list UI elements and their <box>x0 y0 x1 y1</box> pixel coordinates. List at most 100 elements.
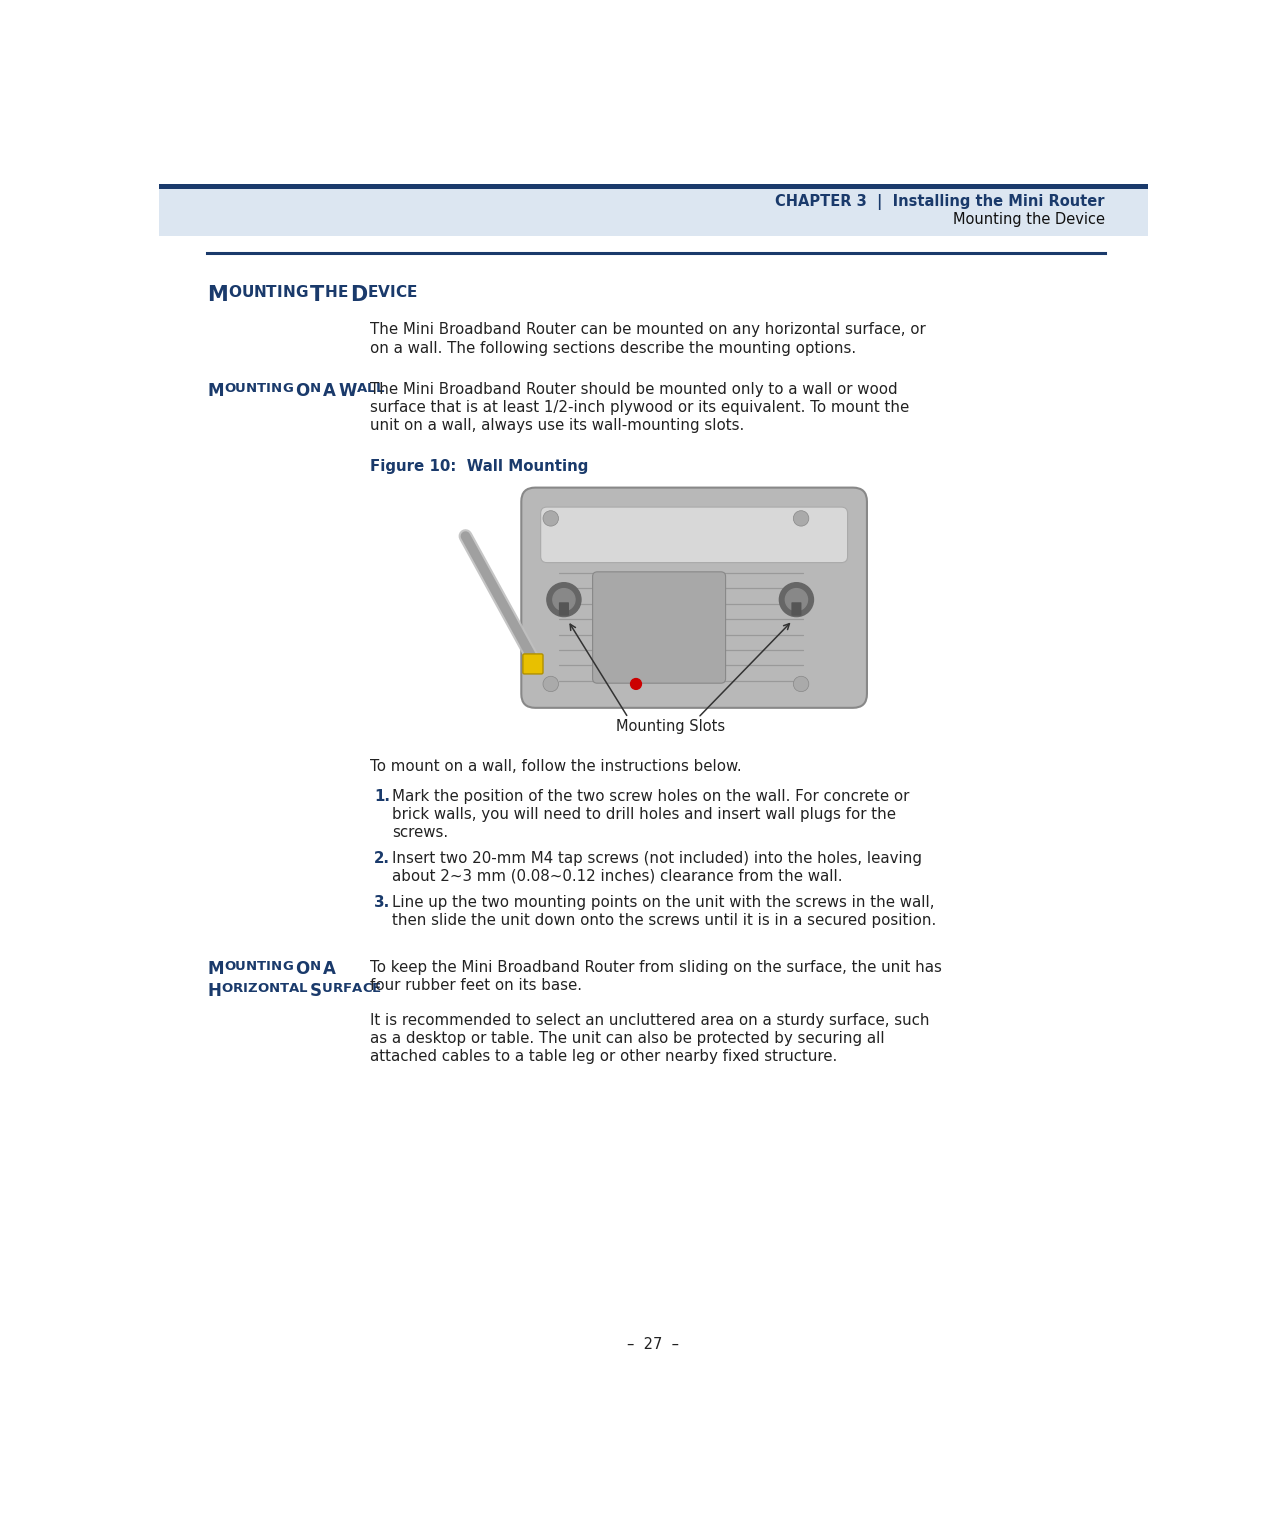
Text: Z: Z <box>247 982 258 994</box>
Text: Insert two 20-mm M4 tap screws (not included) into the holes, leaving: Insert two 20-mm M4 tap screws (not incl… <box>391 850 922 866</box>
FancyBboxPatch shape <box>541 507 848 562</box>
Circle shape <box>793 510 808 525</box>
FancyBboxPatch shape <box>159 184 1148 236</box>
Text: CHAPTER 3  |  Installing the Mini Router: CHAPTER 3 | Installing the Mini Router <box>775 193 1105 210</box>
Text: –  27  –: – 27 – <box>627 1337 680 1351</box>
Circle shape <box>779 582 813 616</box>
Text: I: I <box>266 961 272 973</box>
Circle shape <box>785 588 807 611</box>
Text: Mounting Slots: Mounting Slots <box>616 720 725 734</box>
Text: S: S <box>310 982 321 999</box>
Text: To mount on a wall, follow the instructions below.: To mount on a wall, follow the instructi… <box>370 760 742 774</box>
Circle shape <box>543 510 558 525</box>
Text: O: O <box>224 381 235 395</box>
Text: Line up the two mounting points on the unit with the screws in the wall,: Line up the two mounting points on the u… <box>391 895 935 910</box>
FancyBboxPatch shape <box>159 184 1148 190</box>
Text: U: U <box>235 381 246 395</box>
Text: as a desktop or table. The unit can also be protected by securing all: as a desktop or table. The unit can also… <box>370 1031 885 1046</box>
Text: M: M <box>208 285 228 305</box>
Circle shape <box>793 676 808 691</box>
FancyBboxPatch shape <box>521 487 867 708</box>
Text: L: L <box>300 982 307 994</box>
Text: L: L <box>375 381 384 395</box>
Text: W: W <box>338 381 357 400</box>
Text: O: O <box>228 285 241 300</box>
Text: U: U <box>321 982 333 994</box>
Text: F: F <box>343 982 352 994</box>
Text: Mark the position of the two screw holes on the wall. For concrete or: Mark the position of the two screw holes… <box>391 789 909 804</box>
Text: A: A <box>323 961 335 977</box>
Text: N: N <box>272 381 282 395</box>
Text: E: E <box>338 285 348 300</box>
Text: U: U <box>241 285 254 300</box>
Text: A: A <box>352 982 362 994</box>
Text: G: G <box>282 381 293 395</box>
Text: I: I <box>266 381 272 395</box>
Text: 2.: 2. <box>374 850 390 866</box>
FancyBboxPatch shape <box>523 654 543 674</box>
Text: A: A <box>323 381 335 400</box>
Text: I: I <box>390 285 395 300</box>
Text: N: N <box>272 961 282 973</box>
Text: 3.: 3. <box>374 895 390 910</box>
Text: O: O <box>296 961 310 977</box>
Text: attached cables to a table leg or other nearby fixed structure.: attached cables to a table leg or other … <box>370 1049 838 1065</box>
Text: then slide the unit down onto the screws until it is in a secured position.: then slide the unit down onto the screws… <box>391 913 936 928</box>
Text: about 2~3 mm (0.08~0.12 inches) clearance from the wall.: about 2~3 mm (0.08~0.12 inches) clearanc… <box>391 869 843 884</box>
Text: Mounting the Device: Mounting the Device <box>952 211 1105 227</box>
Text: T: T <box>279 982 289 994</box>
Text: on a wall. The following sections describe the mounting options.: on a wall. The following sections descri… <box>370 340 857 355</box>
Text: N: N <box>254 285 266 300</box>
Text: Figure 10:  Wall Mounting: Figure 10: Wall Mounting <box>370 460 589 473</box>
Circle shape <box>553 588 575 611</box>
Text: N: N <box>310 381 321 395</box>
Text: T: T <box>258 961 266 973</box>
Text: To keep the Mini Broadband Router from sliding on the surface, the unit has: To keep the Mini Broadband Router from s… <box>370 961 942 974</box>
Text: four rubber feet on its base.: four rubber feet on its base. <box>370 977 583 993</box>
Text: I: I <box>277 285 283 300</box>
FancyBboxPatch shape <box>792 602 802 616</box>
Text: A: A <box>289 982 300 994</box>
Text: N: N <box>269 982 279 994</box>
Text: M: M <box>208 381 224 400</box>
Text: H: H <box>208 982 222 999</box>
Text: surface that is at least 1/2-inch plywood or its equivalent. To mount the: surface that is at least 1/2-inch plywoo… <box>370 400 909 415</box>
Text: O: O <box>224 961 235 973</box>
Text: The Mini Broadband Router should be mounted only to a wall or wood: The Mini Broadband Router should be moun… <box>370 381 898 397</box>
Text: M: M <box>208 961 224 977</box>
Text: O: O <box>296 381 310 400</box>
Circle shape <box>543 676 558 691</box>
Text: N: N <box>283 285 296 300</box>
FancyBboxPatch shape <box>593 571 725 683</box>
Text: The Mini Broadband Router can be mounted on any horizontal surface, or: The Mini Broadband Router can be mounted… <box>370 322 926 337</box>
Text: 1.: 1. <box>374 789 390 804</box>
Text: O: O <box>258 982 269 994</box>
Text: H: H <box>325 285 338 300</box>
Text: D: D <box>351 285 367 305</box>
Circle shape <box>547 582 581 616</box>
Text: It is recommended to select an uncluttered area on a sturdy surface, such: It is recommended to select an unclutter… <box>370 1013 929 1028</box>
Text: N: N <box>246 961 258 973</box>
Text: G: G <box>282 961 293 973</box>
Text: U: U <box>235 961 246 973</box>
Text: N: N <box>310 961 321 973</box>
Text: T: T <box>258 381 266 395</box>
Text: I: I <box>242 982 247 994</box>
Text: E: E <box>367 285 377 300</box>
Text: T: T <box>266 285 277 300</box>
Text: R: R <box>333 982 343 994</box>
Text: E: E <box>372 982 381 994</box>
Text: brick walls, you will need to drill holes and insert wall plugs for the: brick walls, you will need to drill hole… <box>391 807 896 821</box>
Text: V: V <box>377 285 390 300</box>
Text: E: E <box>407 285 417 300</box>
Text: C: C <box>362 982 372 994</box>
Circle shape <box>631 679 641 689</box>
Text: unit on a wall, always use its wall-mounting slots.: unit on a wall, always use its wall-moun… <box>370 418 745 434</box>
Text: screws.: screws. <box>391 824 448 840</box>
Text: C: C <box>395 285 407 300</box>
FancyBboxPatch shape <box>558 602 569 616</box>
Text: R: R <box>232 982 242 994</box>
Text: A: A <box>357 381 367 395</box>
Text: N: N <box>246 381 258 395</box>
Text: L: L <box>367 381 375 395</box>
